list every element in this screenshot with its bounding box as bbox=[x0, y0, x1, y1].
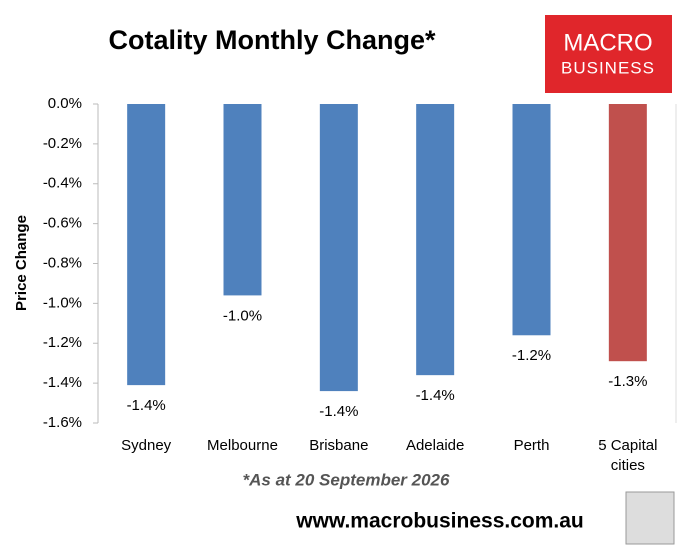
value-label: -1.4% bbox=[127, 397, 166, 414]
bar bbox=[608, 104, 647, 362]
value-label: -1.4% bbox=[319, 403, 358, 420]
value-label: -1.4% bbox=[416, 387, 455, 404]
y-tick-label: 0.0% bbox=[48, 95, 82, 112]
x-tick-label: Sydney bbox=[121, 437, 172, 454]
logo-text: BUSINESS bbox=[561, 58, 655, 77]
y-tick-label: -1.6% bbox=[43, 414, 82, 431]
value-label: -1.3% bbox=[608, 373, 647, 390]
logo-box bbox=[545, 15, 672, 93]
y-tick-label: -0.4% bbox=[43, 175, 82, 192]
y-tick-label: -0.8% bbox=[43, 254, 82, 271]
y-tick-label: -1.4% bbox=[43, 374, 82, 391]
x-tick-label: Brisbane bbox=[309, 437, 369, 454]
value-label: -1.2% bbox=[512, 347, 551, 364]
x-tick-label: 5 Capital cities bbox=[598, 437, 658, 474]
wolf-icon bbox=[625, 491, 675, 545]
y-tick-label: -0.2% bbox=[43, 135, 82, 152]
website: www.macrobusiness.com.au bbox=[295, 510, 583, 533]
y-tick-label: -1.0% bbox=[43, 294, 82, 311]
bar bbox=[127, 104, 166, 386]
x-tick-label: Perth bbox=[513, 437, 550, 454]
y-axis-label: Price Change bbox=[13, 215, 30, 311]
x-tick-label: Adelaide bbox=[405, 437, 465, 454]
bar bbox=[319, 104, 358, 392]
value-label: -1.0% bbox=[223, 307, 262, 324]
bar bbox=[416, 104, 455, 376]
y-tick-label: -1.2% bbox=[43, 334, 82, 351]
bar bbox=[223, 104, 262, 296]
y-tick-label: -0.6% bbox=[43, 215, 82, 232]
chart-title: Cotality Monthly Change* bbox=[108, 25, 435, 55]
footnote: *As at 20 September 2026 bbox=[243, 470, 450, 489]
x-tick-label: Melbourne bbox=[207, 437, 278, 454]
logo-text: MACRO bbox=[563, 29, 652, 56]
bar bbox=[512, 104, 551, 336]
